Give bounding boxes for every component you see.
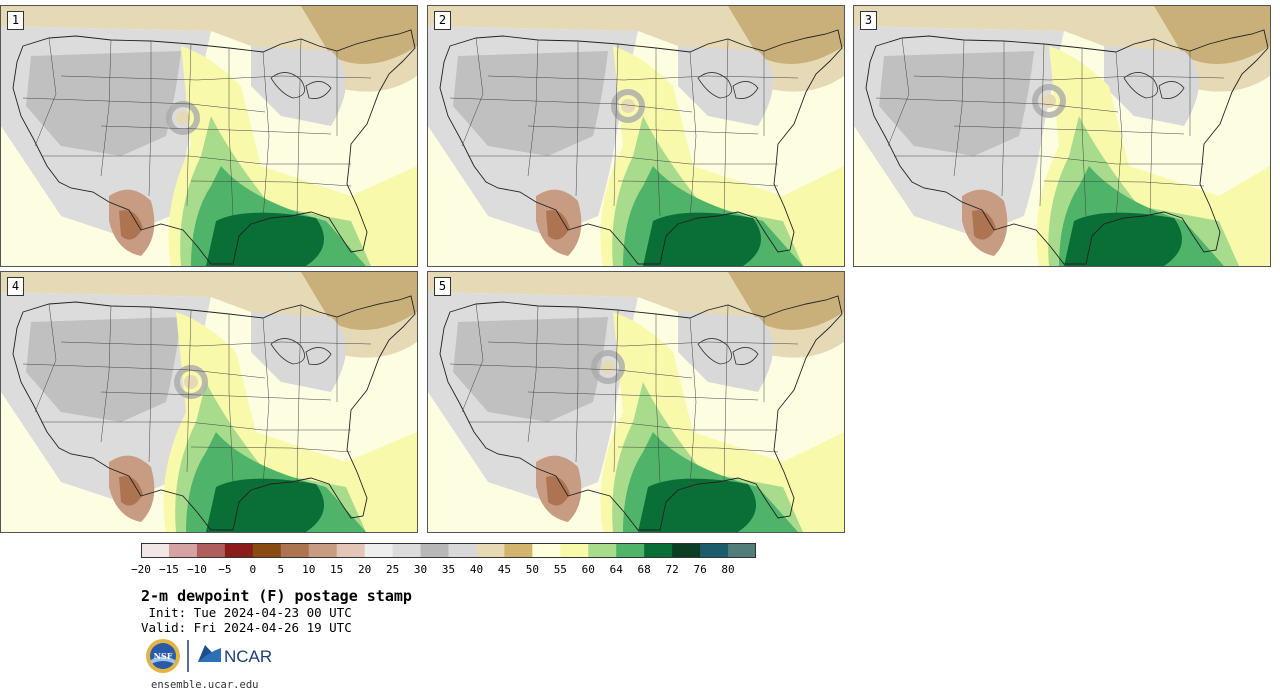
colorbar-swatch bbox=[224, 543, 254, 558]
colorbar-swatch bbox=[141, 543, 170, 558]
colorbar-swatch bbox=[728, 543, 756, 558]
valid-time: Valid: Fri 2024-04-26 19 UTC bbox=[141, 620, 352, 635]
colorbar-tick: 50 bbox=[525, 563, 539, 576]
ensemble-member-map-1: 1 bbox=[0, 5, 418, 267]
figure-title: 2-m dewpoint (F) postage stamp bbox=[141, 587, 412, 605]
colorbar-swatch bbox=[196, 543, 226, 558]
member-number-label: 3 bbox=[860, 11, 877, 30]
dewpoint-colorbar bbox=[141, 543, 756, 558]
colorbar-tick: 30 bbox=[413, 563, 428, 576]
dewpoint-field bbox=[1, 6, 417, 266]
colorbar-swatch bbox=[476, 543, 505, 558]
colorbar-tick: −5 bbox=[218, 563, 232, 576]
colorbar-swatch bbox=[280, 543, 310, 558]
dewpoint-field bbox=[854, 6, 1270, 266]
colorbar-swatch bbox=[560, 543, 589, 558]
colorbar-tick: 40 bbox=[469, 563, 484, 576]
colorbar-swatch bbox=[252, 543, 282, 558]
colorbar-swatch bbox=[700, 543, 729, 558]
colorbar-tick: 25 bbox=[385, 563, 400, 576]
member-number-label: 4 bbox=[7, 277, 24, 296]
colorbar-tick: 60 bbox=[581, 563, 595, 576]
ensemble-member-map-4: 4 bbox=[0, 271, 418, 533]
init-time: Init: Tue 2024-04-23 00 UTC bbox=[141, 605, 352, 620]
ensemble-member-map-3: 3 bbox=[853, 5, 1271, 267]
colorbar-tick: 10 bbox=[302, 563, 316, 576]
colorbar-swatch bbox=[420, 543, 449, 558]
website-url: ensemble.ucar.edu bbox=[151, 679, 259, 691]
member-number-label: 2 bbox=[434, 11, 451, 30]
colorbar-swatch bbox=[392, 543, 422, 558]
colorbar-tick: −20 bbox=[131, 563, 151, 576]
colorbar-swatch bbox=[168, 543, 198, 558]
ncar-logo: NCAR bbox=[198, 645, 272, 666]
colorbar-swatch bbox=[672, 543, 701, 558]
nsf-logo-text: NSF bbox=[154, 651, 173, 661]
logos: NSF NCAR bbox=[145, 638, 285, 676]
dewpoint-field bbox=[1, 272, 417, 532]
colorbar-swatch bbox=[588, 543, 617, 558]
ensemble-member-map-5: 5 bbox=[427, 271, 845, 533]
colorbar-tick: 68 bbox=[637, 563, 651, 576]
dewpoint-field bbox=[428, 272, 844, 532]
colorbar-tick-labels: −20 −15 −10 −5 0 5 10 15 20 25 30 35 40 45 50 55 60 64 68 7… bbox=[131, 563, 781, 577]
colorbar-swatch bbox=[308, 543, 338, 558]
colorbar-tick: 15 bbox=[330, 563, 344, 576]
colorbar-swatch bbox=[448, 543, 477, 558]
colorbar-swatch bbox=[644, 543, 673, 558]
colorbar-tick: 35 bbox=[441, 563, 456, 576]
colorbar-tick: 5 bbox=[277, 563, 285, 576]
colorbar-swatch bbox=[364, 543, 394, 558]
colorbar-swatch bbox=[532, 543, 561, 558]
ensemble-member-map-2: 2 bbox=[427, 5, 845, 267]
colorbar-tick: 72 bbox=[665, 563, 679, 576]
nsf-logo: NSF bbox=[146, 639, 180, 673]
colorbar-tick: 55 bbox=[553, 563, 567, 576]
dewpoint-field bbox=[428, 6, 844, 266]
colorbar-tick: 20 bbox=[358, 563, 372, 576]
member-number-label: 1 bbox=[7, 11, 24, 30]
member-number-label: 5 bbox=[434, 277, 451, 296]
colorbar-tick: 76 bbox=[693, 563, 707, 576]
ncar-logo-text: NCAR bbox=[224, 647, 272, 666]
colorbar-tick: 80 bbox=[721, 563, 735, 576]
colorbar-tick: −15 bbox=[159, 563, 179, 576]
colorbar-swatch bbox=[336, 543, 366, 558]
colorbar-swatch bbox=[616, 543, 645, 558]
colorbar-tick: −10 bbox=[186, 563, 207, 576]
colorbar-tick: 45 bbox=[497, 563, 512, 576]
colorbar-tick: 0 bbox=[249, 563, 257, 576]
colorbar-tick: 64 bbox=[609, 563, 623, 576]
colorbar-swatch bbox=[504, 543, 533, 558]
